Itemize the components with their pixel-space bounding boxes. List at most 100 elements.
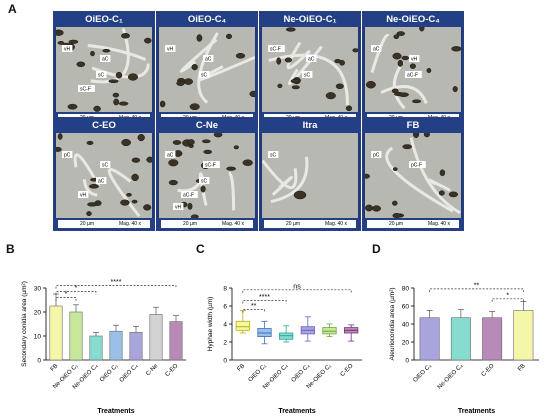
- y-tick-label: 8: [223, 286, 227, 293]
- conidium-shape: [93, 105, 101, 112]
- conidium-shape: [127, 73, 139, 81]
- conidium-shape: [392, 213, 402, 218]
- structure-label: aC-F: [183, 193, 194, 199]
- conidium-shape: [233, 145, 239, 150]
- micrograph-image: vH aC sC sC-F: [56, 27, 152, 112]
- x-tick-label: OiEO C₄: [291, 363, 312, 384]
- conidium-shape: [190, 214, 199, 218]
- conidium-shape: [203, 149, 213, 155]
- scale-bar-label: 20 µm: [367, 220, 425, 228]
- conidium-shape: [345, 105, 353, 112]
- panel-a-letter: A: [8, 2, 17, 16]
- conidium-shape: [57, 41, 65, 45]
- conidium-shape: [183, 78, 193, 85]
- conidium-shape: [325, 92, 336, 100]
- hypha-shape: [262, 159, 298, 189]
- conidium-shape: [391, 88, 399, 94]
- x-tick-label: Ne-OiEO C₄: [437, 363, 465, 391]
- conidium-shape: [126, 192, 132, 197]
- hypha-shape: [409, 137, 461, 215]
- conidium-shape: [191, 63, 198, 71]
- conidium-shape: [176, 80, 185, 86]
- x-axis-title: Treatments: [278, 408, 315, 415]
- scale-bar-label: 20 µm: [264, 220, 322, 228]
- micrograph-title: C-Ne: [157, 118, 257, 133]
- conidium-shape: [393, 34, 400, 40]
- conidium-shape: [409, 63, 416, 69]
- structure-label: vH: [411, 57, 418, 63]
- hypha-shape: [177, 175, 204, 193]
- structure-label-bg: [96, 71, 107, 78]
- conidium-shape: [137, 134, 145, 142]
- structure-label-bg: [78, 85, 95, 92]
- x-tick-label: C-EO: [481, 363, 496, 378]
- structure-label-bg: [173, 203, 184, 210]
- conidium-shape: [452, 86, 458, 93]
- significance-label: *: [506, 292, 509, 299]
- conidium-shape: [392, 52, 402, 60]
- chart-d-svg: 0 20 40 60 80 Aleurioconidia area (µm²) Treatm…: [389, 282, 539, 415]
- x-tick-label: OiEO C₄: [119, 363, 140, 384]
- micrograph-title: Itra: [260, 118, 360, 133]
- conidium-shape: [276, 57, 282, 65]
- x-tick-label: FB: [237, 363, 247, 373]
- magnification-label: Mag. 40 x: [419, 220, 459, 228]
- conidium-shape: [56, 29, 64, 36]
- conidium-shape: [413, 133, 420, 139]
- significance-label: ns: [293, 283, 301, 290]
- conidium-shape: [284, 57, 292, 63]
- significance-label: *: [75, 285, 78, 292]
- scale-bar-label: 20 µm: [161, 220, 219, 228]
- structure-label: aC: [98, 179, 105, 185]
- conidium-shape: [438, 190, 445, 196]
- structure-label-bg: [62, 45, 73, 52]
- hypha-shape: [87, 43, 147, 62]
- micrograph-panel: FB pC pC-F 20 µm Mag. 40 x: [362, 117, 464, 231]
- conidium-shape: [196, 34, 203, 42]
- micrograph-panel: C-Ne aC sC-F sC aC-F vH 20 µm Mag. 40 x: [156, 117, 258, 231]
- structure-label-bg: [409, 161, 426, 168]
- conidium-shape: [172, 140, 182, 145]
- structure-label-bg: [165, 151, 176, 158]
- conidium-shape: [285, 27, 296, 32]
- significance-bracket: [242, 309, 265, 313]
- x-tick-label: OiEO C₁: [248, 363, 268, 383]
- conidium-shape: [113, 98, 120, 106]
- bar: [513, 310, 534, 361]
- conidium-shape: [451, 46, 461, 52]
- conidium-shape: [392, 200, 398, 206]
- structure-label-bg: [78, 191, 89, 198]
- conidium-shape: [201, 139, 211, 144]
- y-axis-title: Secondary conidia area (µm²): [21, 281, 28, 367]
- bar: [109, 330, 123, 361]
- conidium-shape: [365, 173, 370, 179]
- micrograph-drawing: sC-F aC sC: [268, 27, 358, 112]
- significance-label: **: [251, 303, 257, 310]
- hypha-shape: [73, 153, 101, 187]
- micrograph-image: sC: [262, 133, 358, 218]
- micrograph-drawing: aC sC-F sC aC-FvH: [165, 133, 253, 218]
- bar: [49, 305, 63, 361]
- structure-label-bg: [371, 45, 382, 52]
- conidium-shape: [225, 33, 233, 40]
- structure-label: sC-F: [80, 87, 91, 93]
- x-axis-title: Treatments: [458, 408, 495, 415]
- hypha-shape: [179, 38, 218, 73]
- structure-label: sC: [102, 163, 109, 169]
- conidium-shape: [200, 185, 206, 193]
- structure-label-bg: [203, 55, 214, 62]
- structure-label-bg: [181, 191, 198, 198]
- significance-bracket: [491, 298, 524, 302]
- conidium-shape: [293, 190, 307, 200]
- micrograph-image: pC pC-F: [365, 133, 461, 218]
- structure-label-bg: [371, 151, 382, 158]
- magnification-label: Mag. 40 x: [110, 220, 150, 228]
- hypha-shape: [370, 33, 390, 73]
- chart-d: 0 20 40 60 80 Aleurioconidia area (µm²) Treatm…: [372, 255, 548, 415]
- structure-label-bg: [96, 177, 107, 184]
- chart-b: 0 10 20 30 Secondary conidia area (µm²) Treat…: [6, 255, 192, 415]
- x-tick-label: C-EO: [165, 363, 180, 378]
